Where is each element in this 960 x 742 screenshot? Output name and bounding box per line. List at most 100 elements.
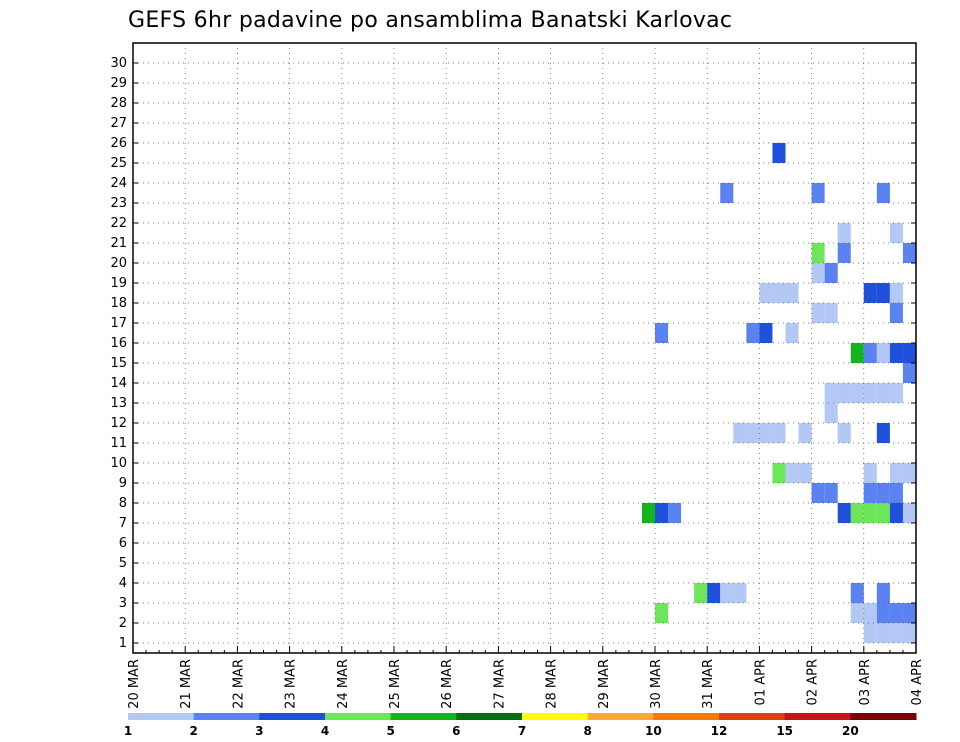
heatmap-cell <box>746 423 760 443</box>
heatmap-cell <box>889 343 903 363</box>
x-tick-label: 04 APR <box>910 659 925 705</box>
colorbar-label: 2 <box>189 724 197 738</box>
heatmap-cell <box>733 583 747 603</box>
heatmap-cell <box>889 303 903 323</box>
y-tick-label: 7 <box>119 516 127 531</box>
heatmap-cell <box>863 283 877 303</box>
heatmap-cell <box>850 583 864 603</box>
heatmap-cell <box>863 463 877 483</box>
heatmap-cell <box>759 423 773 443</box>
colorbar-label: 3 <box>255 724 263 738</box>
plot-frame <box>132 42 917 654</box>
heatmap-cell <box>824 403 838 423</box>
colorbar-label: 6 <box>452 724 460 738</box>
colorbar-label: 1 <box>124 724 132 738</box>
heatmap-cell <box>811 243 825 263</box>
colorbar-swatch <box>390 713 457 720</box>
heatmap-cell <box>876 483 890 503</box>
heatmap-cell <box>863 603 877 623</box>
heatmap-cell <box>850 343 864 363</box>
chart-title: GEFS 6hr padavine po ansamblima Banatski… <box>128 8 733 33</box>
heatmap-cell <box>811 183 825 203</box>
colorbar-swatch <box>653 713 720 720</box>
y-tick-label: 23 <box>110 196 127 211</box>
heatmap-cell <box>876 583 890 603</box>
x-tick-label: 31 MAR <box>701 659 716 709</box>
y-tick-label: 22 <box>110 216 127 231</box>
x-tick-label: 29 MAR <box>597 659 612 709</box>
heatmap-cell <box>733 423 747 443</box>
y-tick-label: 5 <box>119 556 127 571</box>
x-tick-label: 27 MAR <box>492 659 507 709</box>
x-tick-label: 21 MAR <box>179 659 194 709</box>
y-tick-label: 18 <box>110 296 127 311</box>
heatmap-cell <box>902 623 916 643</box>
heatmap-cell <box>863 343 877 363</box>
colorbar-label: 5 <box>386 724 394 738</box>
colorbar-swatch <box>522 713 589 720</box>
heatmap-cell <box>772 283 786 303</box>
x-tick-label: 03 APR <box>858 659 873 705</box>
x-tick-label: 23 MAR <box>284 659 299 709</box>
colorbar-label: 10 <box>645 724 662 738</box>
heatmap-cell <box>863 623 877 643</box>
heatmap-cell <box>889 383 903 403</box>
y-tick-label: 6 <box>119 536 127 551</box>
heatmap-cell <box>798 423 812 443</box>
heatmap-cell <box>837 383 851 403</box>
heatmap-cell <box>655 603 669 623</box>
heatmap-cell <box>824 263 838 283</box>
heatmap-cell <box>837 243 851 263</box>
heatmap-cell <box>876 603 890 623</box>
colorbar-swatch <box>784 713 851 720</box>
y-tick-label: 1 <box>119 636 127 651</box>
colorbar-label: 4 <box>321 724 329 738</box>
heatmap-cell <box>811 483 825 503</box>
heatmap-cell <box>707 583 721 603</box>
heatmap-cell <box>694 583 708 603</box>
heatmap-cell <box>902 463 916 483</box>
heatmap-cell <box>876 343 890 363</box>
y-tick-label: 8 <box>119 496 127 511</box>
y-tick-label: 11 <box>110 436 127 451</box>
y-tick-label: 26 <box>110 136 127 151</box>
heatmap-cell <box>876 183 890 203</box>
heatmap-cell <box>824 303 838 323</box>
y-tick-label: 27 <box>110 116 127 131</box>
heatmap-cell <box>837 503 851 523</box>
y-tick-label: 3 <box>119 596 127 611</box>
y-tick-label: 14 <box>110 376 127 391</box>
y-tick-label: 20 <box>110 256 127 271</box>
x-tick-label: 22 MAR <box>231 659 246 709</box>
heatmap-cell <box>837 223 851 243</box>
heatmap-cell <box>876 503 890 523</box>
y-tick-label: 25 <box>110 156 127 171</box>
plot-area <box>133 43 916 653</box>
colorbar-label: 8 <box>583 724 591 738</box>
colorbar-swatch <box>456 713 523 720</box>
colorbar-swatch <box>193 713 260 720</box>
heatmap-cell <box>876 623 890 643</box>
heatmap-cell <box>772 463 786 483</box>
y-tick-label: 12 <box>110 416 127 431</box>
heatmap-cell <box>889 483 903 503</box>
colorbar-swatch <box>587 713 654 720</box>
colorbar-swatch <box>325 713 392 720</box>
y-tick-label: 24 <box>110 176 127 191</box>
heatmap-cell <box>889 603 903 623</box>
heatmap-cell <box>655 503 669 523</box>
heatmap-cell <box>772 143 786 163</box>
y-tick-label: 19 <box>110 276 127 291</box>
heatmap-cell <box>759 283 773 303</box>
heatmap-cell <box>850 503 864 523</box>
heatmap-cell <box>863 383 877 403</box>
y-tick-label: 30 <box>110 56 127 71</box>
x-tick-label: 01 APR <box>753 659 768 705</box>
heatmap-cell <box>889 463 903 483</box>
heatmap-cell <box>772 423 786 443</box>
y-tick-label: 15 <box>110 356 127 371</box>
x-tick-label: 25 MAR <box>388 659 403 709</box>
x-tick-label: 24 MAR <box>336 659 351 709</box>
x-tick-label: 30 MAR <box>649 659 664 709</box>
